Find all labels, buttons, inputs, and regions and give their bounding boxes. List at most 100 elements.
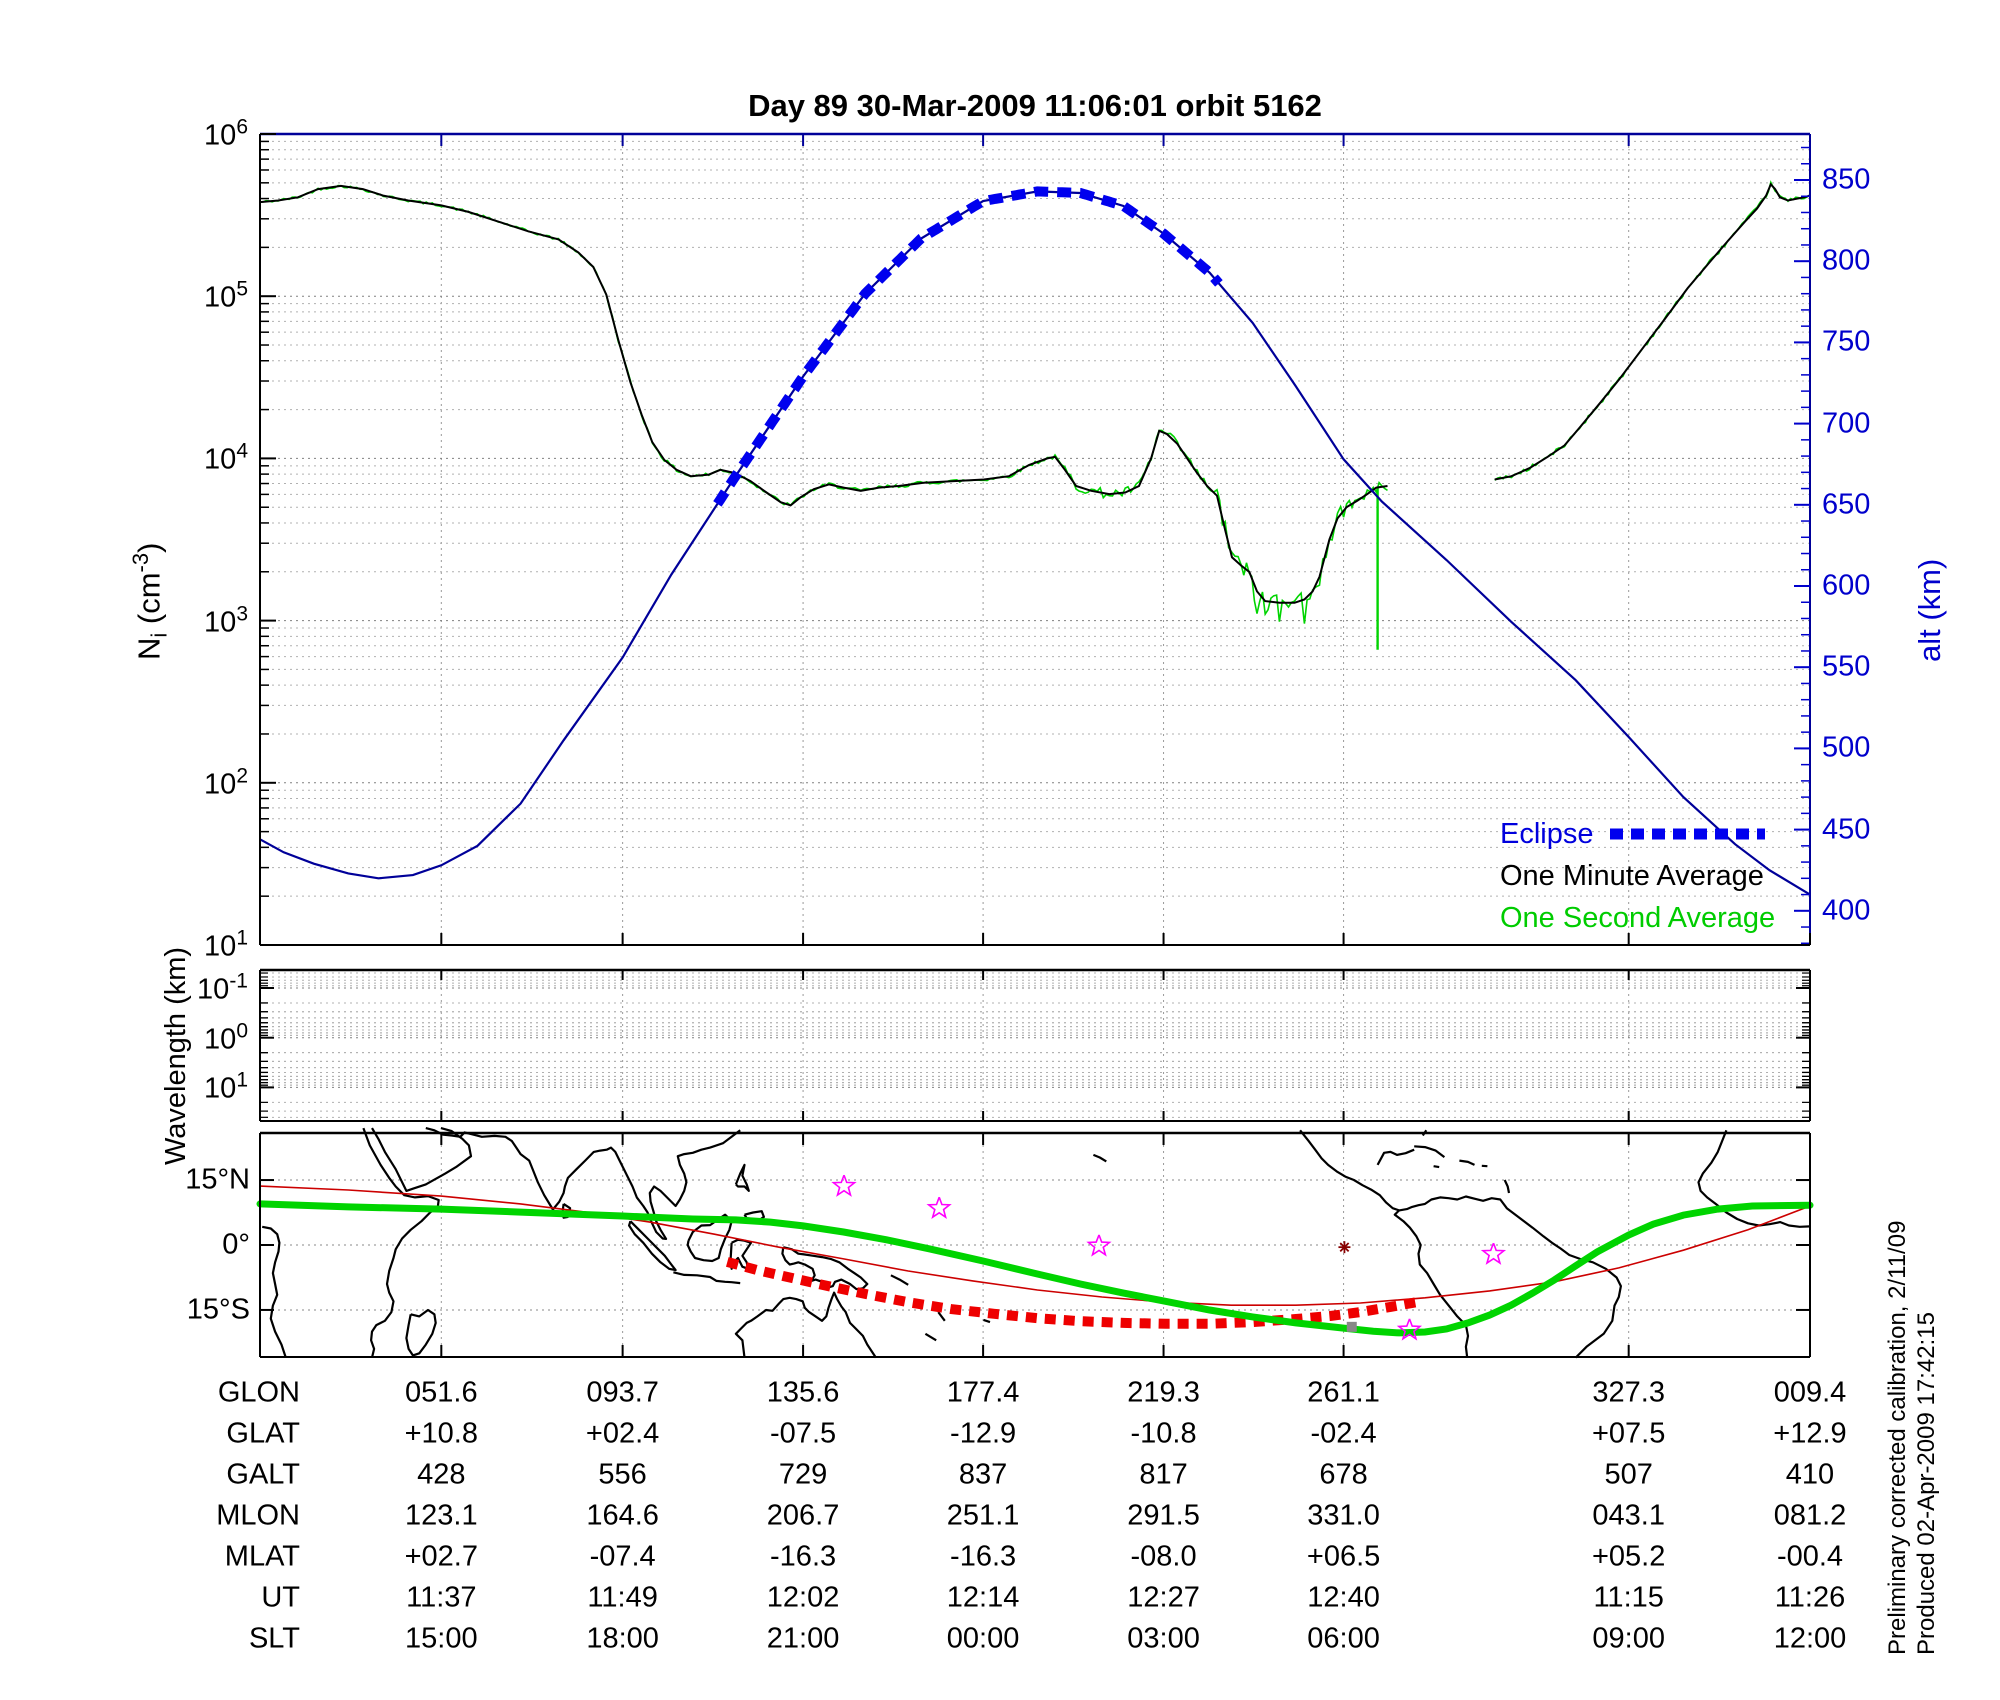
table-cell: 123.1 xyxy=(405,1499,478,1532)
table-cell: 261.1 xyxy=(1307,1376,1380,1409)
table-cell: -07.4 xyxy=(589,1540,656,1573)
table-cell: 11:49 xyxy=(587,1581,658,1614)
density-tick-label: 104 xyxy=(204,440,248,476)
density-tick-label: 101 xyxy=(204,926,248,963)
table-cell: 12:27 xyxy=(1127,1581,1200,1614)
altitude-tick-label: 550 xyxy=(1822,650,1871,683)
table-cell: 009.4 xyxy=(1773,1376,1847,1409)
table-cell: 051.6 xyxy=(405,1376,478,1409)
table-cell: 331.0 xyxy=(1307,1499,1380,1532)
wavelength-tick-label: 101 xyxy=(204,1069,248,1105)
table-cell: 03:00 xyxy=(1127,1622,1200,1655)
table-row-label: MLAT xyxy=(224,1540,300,1573)
legend-label-one-second-average: One Second Average xyxy=(1500,902,1776,934)
page-title: Day 89 30-Mar-2009 11:06:01 orbit 5162 xyxy=(748,88,1322,123)
table-cell: 410 xyxy=(1785,1458,1835,1491)
table-cell: 00:00 xyxy=(946,1622,1020,1655)
table-cell: 12:40 xyxy=(1307,1581,1380,1614)
table-cell: 251.1 xyxy=(946,1499,1020,1532)
table-cell: 081.2 xyxy=(1773,1499,1847,1532)
table-cell: 729 xyxy=(778,1458,828,1491)
table-cell: +12.9 xyxy=(1773,1417,1847,1450)
table-cell: 219.3 xyxy=(1127,1376,1200,1409)
table-cell: 837 xyxy=(958,1458,1008,1491)
table-cell: 12:00 xyxy=(1773,1622,1847,1655)
wavelength-tick-label: 10-1 xyxy=(197,969,248,1006)
data-series xyxy=(256,180,1814,1337)
table-cell: 12:14 xyxy=(946,1581,1020,1614)
table-cell: 507 xyxy=(1604,1458,1653,1491)
table-cell: 043.1 xyxy=(1592,1499,1665,1532)
map-lat-label: 0° xyxy=(222,1228,250,1261)
gridlines xyxy=(260,134,1810,1357)
table-cell: 11:26 xyxy=(1774,1581,1846,1614)
altitude-tick-label: 850 xyxy=(1822,163,1871,196)
table-cell: 556 xyxy=(598,1458,647,1491)
table-cell: 678 xyxy=(1319,1458,1368,1491)
altitude-tick-label: 650 xyxy=(1822,488,1871,521)
table-cell: 06:00 xyxy=(1307,1622,1380,1655)
table-cell: +07.5 xyxy=(1591,1417,1666,1450)
table-row-label: GLAT xyxy=(226,1417,300,1450)
table-cell: -12.9 xyxy=(950,1417,1017,1450)
table-cell: 428 xyxy=(417,1458,466,1491)
table-cell: 164.6 xyxy=(586,1499,659,1532)
table-cell: -08.0 xyxy=(1130,1540,1197,1573)
density-tick-label: 102 xyxy=(204,764,248,801)
map-lat-label: 15°N xyxy=(185,1163,250,1196)
table-cell: +10.8 xyxy=(404,1417,479,1450)
map-markers xyxy=(831,1174,1507,1341)
axis-ticks xyxy=(260,133,1811,1357)
table-cell: 11:37 xyxy=(406,1581,477,1614)
calibration-note: Preliminary corrected calibration, 2/11/… xyxy=(1884,1220,1911,1655)
map-coastlines xyxy=(261,1127,1811,1359)
table-cell: 21:00 xyxy=(766,1622,840,1655)
table-cell: 817 xyxy=(1139,1458,1188,1491)
table-cell: +05.2 xyxy=(1591,1540,1666,1573)
table-cell: 206.7 xyxy=(766,1499,840,1532)
table-cell: +06.5 xyxy=(1306,1540,1381,1573)
table-row-label: MLON xyxy=(216,1499,300,1532)
table-cell: +02.7 xyxy=(404,1540,479,1573)
table-cell: -16.3 xyxy=(950,1540,1017,1573)
table-cell: -02.4 xyxy=(1310,1417,1377,1450)
table-cell: 093.7 xyxy=(586,1376,659,1409)
altitude-tick-label: 700 xyxy=(1822,407,1871,440)
altitude-tick-label: 600 xyxy=(1822,569,1871,602)
wavelength-tick-label: 100 xyxy=(204,1019,248,1056)
density-tick-label: 106 xyxy=(204,115,248,152)
table-cell: +02.4 xyxy=(585,1417,660,1450)
table-cell: 15:00 xyxy=(405,1622,478,1655)
table-cell: 291.5 xyxy=(1127,1499,1200,1532)
legend-label-one-minute-average: One Minute Average xyxy=(1500,860,1764,892)
table-cell: -07.5 xyxy=(770,1417,837,1450)
table-row-label: GALT xyxy=(226,1458,300,1491)
table-row-label: GLON xyxy=(217,1376,300,1409)
table-row-label: UT xyxy=(261,1581,300,1614)
table-cell: 11:15 xyxy=(1593,1581,1664,1614)
density-tick-label: 105 xyxy=(204,277,248,314)
altitude-tick-label: 500 xyxy=(1822,731,1871,764)
table-cell: 135.6 xyxy=(766,1376,840,1409)
table-cell: -10.8 xyxy=(1130,1417,1197,1450)
panel-frames xyxy=(259,132,1811,1358)
density-tick-label: 103 xyxy=(204,602,248,638)
map-lat-label: 15°S xyxy=(186,1293,250,1326)
altitude-tick-label: 400 xyxy=(1822,894,1871,927)
altitude-tick-label: 800 xyxy=(1822,244,1871,277)
table-cell: -00.4 xyxy=(1776,1540,1844,1573)
table-cell: 327.3 xyxy=(1592,1376,1665,1409)
table-cell: 09:00 xyxy=(1592,1622,1665,1655)
table-cell: -16.3 xyxy=(770,1540,837,1573)
table-cell: 12:02 xyxy=(766,1581,840,1614)
altitude-tick-label: 750 xyxy=(1822,325,1871,358)
altitude-y-axis-label: alt (km) xyxy=(1912,558,1947,662)
produced-timestamp: Produced 02-Apr-2009 17:42:15 xyxy=(1913,1312,1940,1655)
table-cell: 177.4 xyxy=(946,1376,1020,1409)
table-row-label: SLT xyxy=(248,1622,300,1655)
table-cell: 18:00 xyxy=(586,1622,659,1655)
altitude-tick-label: 450 xyxy=(1822,813,1871,846)
legend-label-eclipse: Eclipse xyxy=(1500,818,1594,850)
